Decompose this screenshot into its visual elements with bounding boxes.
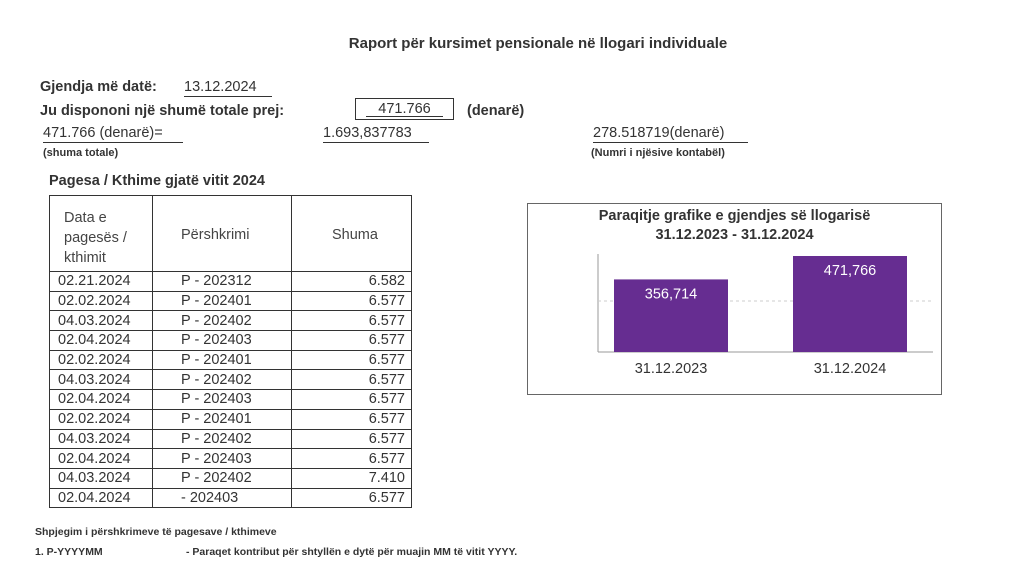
table-row: 02.02.2024 P - 202401 6.577 — [49, 349, 412, 371]
row-date: 02.04.2024 — [49, 389, 153, 410]
total-caption: (shuma totale) — [43, 147, 119, 159]
table-header-row: Data e pagesës / kthimit Përshkrimi Shum… — [49, 195, 412, 272]
row-date: 02.02.2024 — [49, 290, 153, 312]
row-description: P - 202403 — [152, 330, 292, 351]
bar-value-label: 356,714 — [645, 286, 697, 302]
payments-section-title: Pagesa / Kthime gjatë vitit 2024 — [49, 173, 265, 189]
header-amount: Shuma — [291, 195, 412, 272]
row-date: 04.03.2024 — [49, 369, 153, 391]
row-amount: 6.577 — [291, 290, 412, 312]
row-date: 02.02.2024 — [49, 408, 153, 430]
row-amount: 6.577 — [291, 389, 412, 410]
footnote-item: 1. P-YYYYMM — [35, 546, 103, 558]
header-date: Data e pagesës / kthimit — [49, 195, 153, 272]
row-description: P - 202401 — [152, 290, 292, 312]
table-row: 02.04.2024 P - 202403 6.577 — [49, 330, 412, 351]
units-value: 278.518719(denarë) — [593, 125, 748, 143]
row-amount: 6.577 — [291, 330, 412, 351]
header-description: Përshkrimi — [152, 195, 292, 272]
balance-chart: Paraqitje grafike e gjendjes së llogaris… — [527, 203, 942, 395]
row-amount: 6.582 — [291, 271, 412, 292]
row-description: P - 202403 — [152, 389, 292, 410]
row-description: P - 202402 — [152, 369, 292, 391]
row-description: P - 202312 — [152, 271, 292, 292]
bar-31.12.2024 — [793, 256, 907, 352]
table-row: 02.02.2024 P - 202401 6.577 — [49, 408, 412, 430]
total-value: 471.766 — [378, 101, 431, 117]
row-amount: 6.577 — [291, 369, 412, 391]
bar-value-label: 471,766 — [824, 263, 876, 279]
chart-subtitle: 31.12.2023 - 31.12.2024 — [655, 227, 814, 243]
row-amount: 6.577 — [291, 448, 412, 469]
row-description: P - 202402 — [152, 467, 292, 489]
formula-total: 471.766 (denarë)= — [43, 125, 183, 143]
units-caption: (Numri i njësive kontabël) — [591, 147, 725, 159]
row-amount: 6.577 — [291, 428, 412, 450]
row-date: 04.03.2024 — [49, 467, 153, 489]
row-date: 02.21.2024 — [49, 271, 153, 292]
row-description: P - 202403 — [152, 448, 292, 469]
payments-table: Data e pagesës / kthimit Përshkrimi Shum… — [49, 195, 412, 509]
table-row: 02.04.2024 P - 202403 6.577 — [49, 448, 412, 469]
table-row: 04.03.2024 P - 202402 6.577 — [49, 428, 412, 450]
row-description: P - 202401 — [152, 408, 292, 430]
report-title: Raport për kursimet pensionale në llogar… — [348, 35, 728, 52]
table-row: 04.03.2024 P - 202402 6.577 — [49, 369, 412, 391]
row-date: 02.04.2024 — [49, 487, 153, 509]
total-label: Ju dispononi një shumë totale prej: — [40, 103, 285, 119]
row-amount: 7.410 — [291, 467, 412, 489]
footnote-description: - Paraqet kontribut për shtyllën e dytë … — [186, 546, 518, 558]
table-row: 02.02.2024 P - 202401 6.577 — [49, 290, 412, 312]
row-date: 04.03.2024 — [49, 310, 153, 332]
table-row: 02.04.2024 - 202403 6.577 — [49, 487, 412, 509]
currency-label: (denarë) — [467, 103, 525, 119]
footnote-title: Shpjegim i përshkrimeve të pagesave / kt… — [35, 526, 277, 538]
row-description: P - 202402 — [152, 428, 292, 450]
chart-svg: 356,714 31.12.2023 471,766 31.12.2024 — [597, 254, 933, 377]
table-row: 04.03.2024 P - 202402 6.577 — [49, 310, 412, 332]
chart-title: Paraqitje grafike e gjendjes së llogaris… — [598, 208, 871, 224]
table-row: 02.04.2024 P - 202403 6.577 — [49, 389, 412, 410]
row-amount: 6.577 — [291, 487, 412, 509]
row-date: 02.04.2024 — [49, 448, 153, 469]
row-description: P - 202402 — [152, 310, 292, 332]
bar-31.12.2023 — [614, 279, 728, 352]
category-label: 31.12.2023 — [635, 361, 708, 377]
row-description: - 202403 — [152, 487, 292, 509]
table-row: 02.21.2024 P - 202312 6.582 — [49, 271, 412, 292]
row-date: 02.04.2024 — [49, 330, 153, 351]
row-date: 04.03.2024 — [49, 428, 153, 450]
row-amount: 6.577 — [291, 349, 412, 371]
table-row: 04.03.2024 P - 202402 7.410 — [49, 467, 412, 489]
total-value-box: 471.766 — [355, 98, 454, 120]
row-amount: 6.577 — [291, 310, 412, 332]
row-amount: 6.577 — [291, 408, 412, 430]
category-label: 31.12.2024 — [814, 361, 887, 377]
row-description: P - 202401 — [152, 349, 292, 371]
date-label: Gjendja më datë: — [40, 79, 157, 95]
date-value: 13.12.2024 — [184, 79, 272, 97]
unit-value: 1.693,837783 — [323, 125, 429, 143]
row-date: 02.02.2024 — [49, 349, 153, 371]
